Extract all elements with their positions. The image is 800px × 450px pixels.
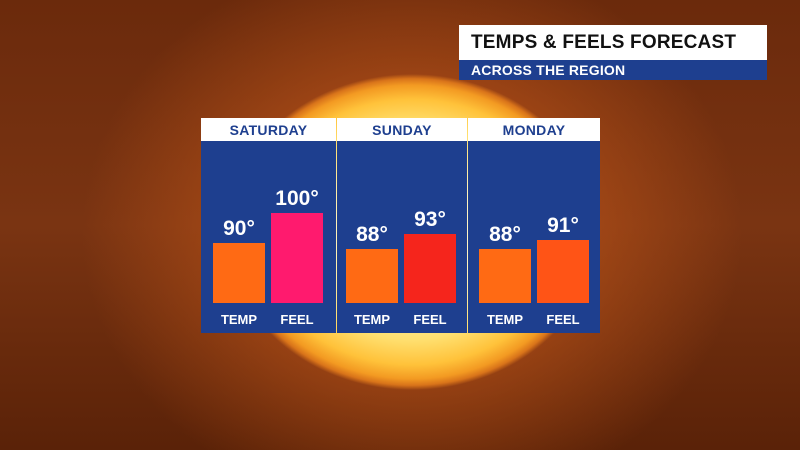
bar-value-label: 88° (356, 223, 388, 246)
bar-temp (479, 249, 531, 303)
bar-feel (537, 240, 589, 303)
bar-value-label: 91° (547, 214, 579, 237)
bar-feel (271, 213, 323, 303)
graphic-subtitle: ACROSS THE REGION (459, 60, 767, 80)
day-label: MONDAY (468, 118, 600, 141)
bar-category-label: TEMP (220, 312, 258, 327)
bar-category-label: TEMP (353, 312, 391, 327)
bar-feel (404, 234, 456, 303)
bar-category-label: TEMP (486, 312, 524, 327)
day-panel-saturday: SATURDAY 90° TEMP 100° FEEL (201, 118, 336, 333)
bar-value-label: 90° (223, 217, 255, 240)
day-label: SATURDAY (201, 118, 336, 141)
day-label: SUNDAY (337, 118, 467, 141)
day-panel-sunday: SUNDAY 88° TEMP 93° FEEL (337, 118, 467, 333)
graphic-title: TEMPS & FEELS FORECAST (459, 25, 767, 60)
bar-value-label: 100° (275, 187, 319, 210)
bar-value-label: 88° (489, 223, 521, 246)
bar-category-label: FEEL (546, 312, 580, 327)
bar-temp (346, 249, 398, 303)
bar-category-label: FEEL (413, 312, 447, 327)
bar-category-label: FEEL (280, 312, 314, 327)
bar-value-label: 93° (414, 208, 446, 231)
bar-temp (213, 243, 265, 303)
day-panel-monday: MONDAY 88° TEMP 91° FEEL (468, 118, 600, 333)
